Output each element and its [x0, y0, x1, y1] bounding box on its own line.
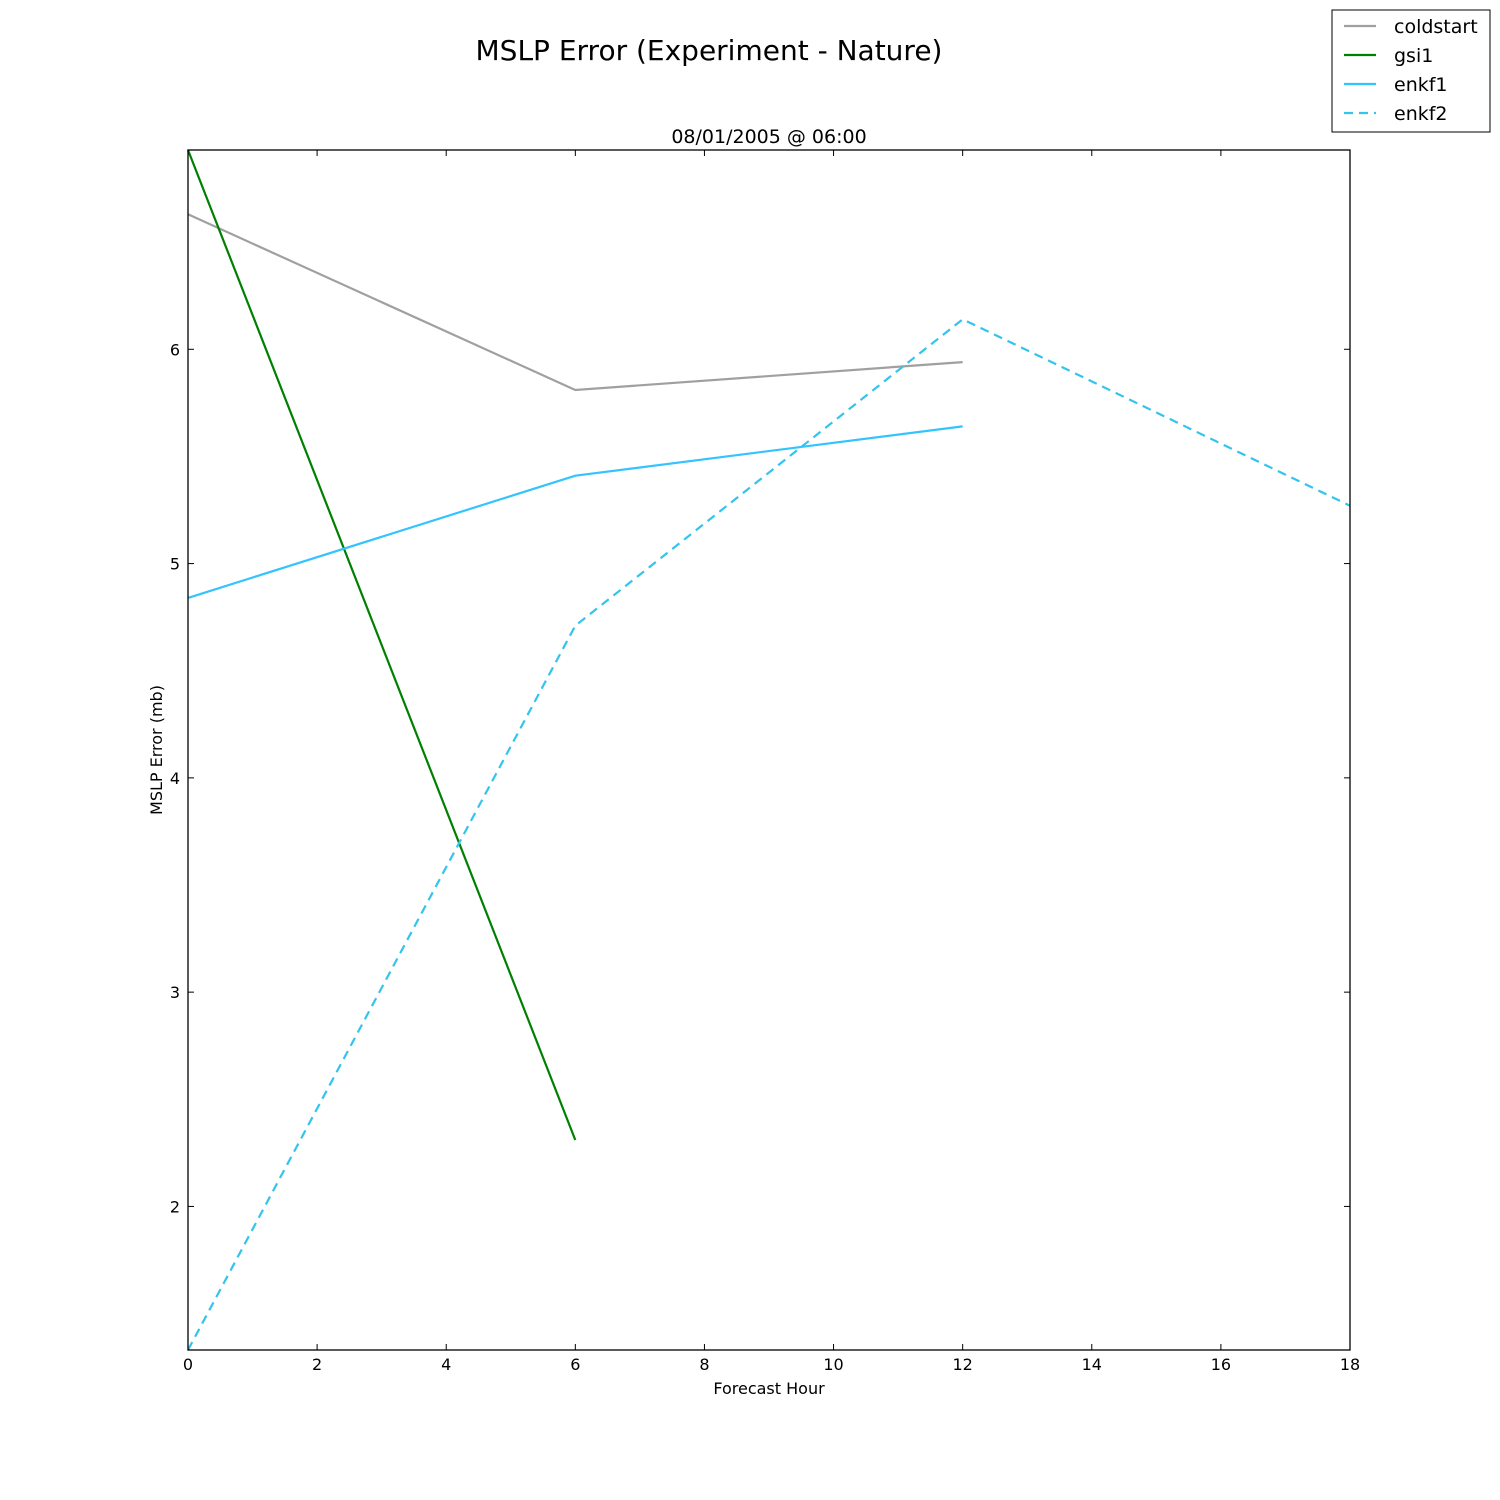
- legend-box: [1331, 9, 1491, 133]
- series-line-coldstart: [187, 213, 963, 392]
- x-tick-label: 4: [441, 1355, 451, 1374]
- x-tick-label: 2: [312, 1355, 322, 1374]
- legend-label-gsi1: gsi1: [1394, 45, 1433, 67]
- ticks-layer: 0 2 4 6 8 10 12 14 16 18 2 3 4 5 6: [170, 150, 1360, 1374]
- chart-title: MSLP Error (Experiment - Nature): [476, 34, 943, 67]
- x-tick-label: 12: [952, 1355, 972, 1374]
- y-tick-label: 3: [170, 983, 180, 1002]
- y-axis-label: MSLP Error (mb): [147, 685, 166, 815]
- x-tick-label: 10: [823, 1355, 843, 1374]
- legend: coldstart gsi1 enkf1 enkf2: [1331, 9, 1491, 133]
- y-tick-label: 2: [170, 1197, 180, 1216]
- x-axis-label: Forecast Hour: [713, 1379, 825, 1398]
- x-tick-label: 14: [1082, 1355, 1102, 1374]
- plot-frame: [187, 149, 1351, 1351]
- series-line-enkf1: [187, 425, 963, 599]
- legend-label-enkf1: enkf1: [1394, 74, 1448, 96]
- series-line-enkf2: [187, 318, 1351, 1351]
- x-tick-label: 16: [1211, 1355, 1231, 1374]
- y-tick-label: 5: [170, 555, 180, 574]
- x-tick-label: 18: [1340, 1355, 1360, 1374]
- y-tick-label: 4: [170, 769, 180, 788]
- chart-subtitle: 08/01/2005 @ 06:00: [671, 126, 866, 148]
- x-tick-label: 8: [699, 1355, 709, 1374]
- legend-label-coldstart: coldstart: [1394, 16, 1478, 38]
- series-line-gsi1: [186, 149, 577, 1141]
- y-tick-label: 6: [170, 340, 180, 359]
- x-tick-label: 0: [183, 1355, 193, 1374]
- x-tick-label: 6: [570, 1355, 580, 1374]
- legend-label-enkf2: enkf2: [1394, 103, 1448, 125]
- series-layer: [186, 149, 1351, 1351]
